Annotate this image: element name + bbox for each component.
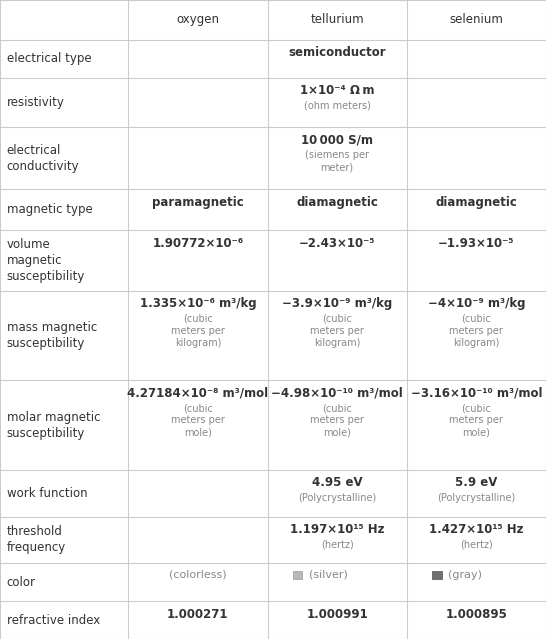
Text: (cubic
meters per
kilogram): (cubic meters per kilogram) [171, 314, 225, 348]
Text: (silver): (silver) [309, 569, 348, 580]
Text: 1.90772×10⁻⁶: 1.90772×10⁻⁶ [152, 237, 244, 250]
Text: (cubic
meters per
mole): (cubic meters per mole) [171, 403, 225, 437]
Text: electrical
conductivity: electrical conductivity [7, 144, 79, 173]
Text: −3.9×10⁻⁹ m³/kg: −3.9×10⁻⁹ m³/kg [282, 297, 392, 311]
Text: volume
magnetic
susceptibility: volume magnetic susceptibility [7, 238, 85, 283]
Text: electrical type: electrical type [7, 52, 91, 65]
Text: (hertz): (hertz) [321, 539, 353, 550]
Text: 1.335×10⁻⁶ m³/kg: 1.335×10⁻⁶ m³/kg [140, 297, 256, 311]
Text: 4.27184×10⁻⁸ m³/mol: 4.27184×10⁻⁸ m³/mol [127, 387, 269, 400]
Text: 1.000991: 1.000991 [306, 608, 368, 620]
Text: (colorless): (colorless) [169, 570, 227, 580]
Text: (cubic
meters per
mole): (cubic meters per mole) [449, 403, 503, 437]
Text: diamagnetic: diamagnetic [436, 196, 517, 208]
Text: (ohm meters): (ohm meters) [304, 101, 371, 111]
Text: tellurium: tellurium [310, 13, 364, 26]
Text: 1.000895: 1.000895 [446, 608, 507, 620]
Text: −3.16×10⁻¹⁰ m³/mol: −3.16×10⁻¹⁰ m³/mol [411, 387, 542, 400]
Text: threshold
frequency: threshold frequency [7, 525, 66, 555]
Text: work function: work function [7, 487, 87, 500]
Text: resistivity: resistivity [7, 96, 64, 109]
Text: 10 000 S/m: 10 000 S/m [301, 134, 373, 146]
Text: (hertz): (hertz) [460, 539, 492, 550]
Text: 1.197×10¹⁵ Hz: 1.197×10¹⁵ Hz [290, 523, 384, 536]
Text: −1.93×10⁻⁵: −1.93×10⁻⁵ [438, 237, 515, 250]
Text: selenium: selenium [449, 13, 503, 26]
Text: molar magnetic
susceptibility: molar magnetic susceptibility [7, 411, 100, 440]
Text: 4.95 eV: 4.95 eV [312, 476, 363, 489]
Text: (cubic
meters per
kilogram): (cubic meters per kilogram) [449, 314, 503, 348]
Text: 1×10⁻⁴ Ω m: 1×10⁻⁴ Ω m [300, 84, 375, 97]
Text: oxygen: oxygen [176, 13, 219, 26]
Text: mass magnetic
susceptibility: mass magnetic susceptibility [7, 321, 97, 350]
Text: −2.43×10⁻⁵: −2.43×10⁻⁵ [299, 237, 376, 250]
Bar [432, 571, 442, 578]
Text: −4×10⁻⁹ m³/kg: −4×10⁻⁹ m³/kg [428, 297, 525, 311]
Text: paramagnetic: paramagnetic [152, 196, 244, 208]
Text: refractive index: refractive index [7, 613, 100, 627]
Text: (Polycrystalline): (Polycrystalline) [437, 493, 515, 503]
Text: (siemens per
meter): (siemens per meter) [305, 150, 369, 173]
Text: (cubic
meters per
kilogram): (cubic meters per kilogram) [310, 314, 364, 348]
Text: −4.98×10⁻¹⁰ m³/mol: −4.98×10⁻¹⁰ m³/mol [271, 387, 403, 400]
Text: 1.000271: 1.000271 [167, 608, 229, 620]
Text: (Polycrystalline): (Polycrystalline) [298, 493, 376, 503]
Text: (cubic
meters per
mole): (cubic meters per mole) [310, 403, 364, 437]
Text: diamagnetic: diamagnetic [296, 196, 378, 208]
Text: 5.9 eV: 5.9 eV [455, 476, 497, 489]
Text: semiconductor: semiconductor [288, 46, 386, 59]
Text: 1.427×10¹⁵ Hz: 1.427×10¹⁵ Hz [429, 523, 524, 536]
Bar [293, 571, 302, 578]
Text: magnetic type: magnetic type [7, 203, 92, 216]
Text: color: color [7, 576, 35, 589]
Text: (gray): (gray) [448, 569, 482, 580]
